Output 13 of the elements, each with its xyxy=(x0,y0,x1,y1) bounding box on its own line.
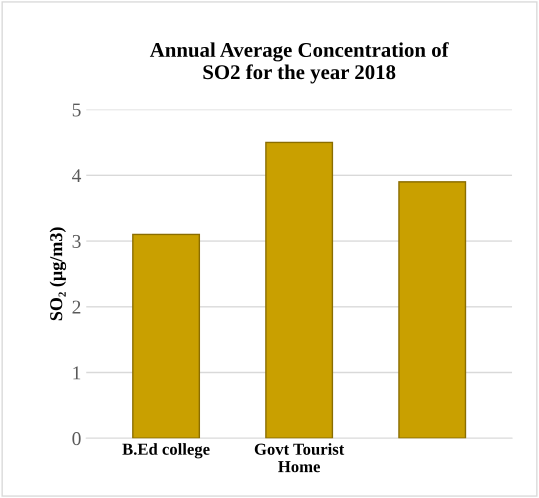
y-tick-label: 0 xyxy=(72,432,81,446)
y-tick-label: 4 xyxy=(72,169,82,182)
chart-title: Annual Average Concentration of SO2 for the year 2018 xyxy=(150,42,449,84)
y-tick-label: 5 xyxy=(72,104,81,116)
y-tick-label: 2 xyxy=(72,300,80,314)
y-tick-label: 1 xyxy=(73,366,80,380)
bar xyxy=(398,181,466,438)
x-tick-label: B.Ed college xyxy=(122,443,210,458)
bar xyxy=(265,142,334,438)
bar xyxy=(132,234,200,438)
y-axis-title: SO₂ (µg/m3) xyxy=(50,227,66,320)
x-tick-label: Govt Tourist Home xyxy=(254,443,344,472)
y-tick-label: 3 xyxy=(72,234,81,248)
